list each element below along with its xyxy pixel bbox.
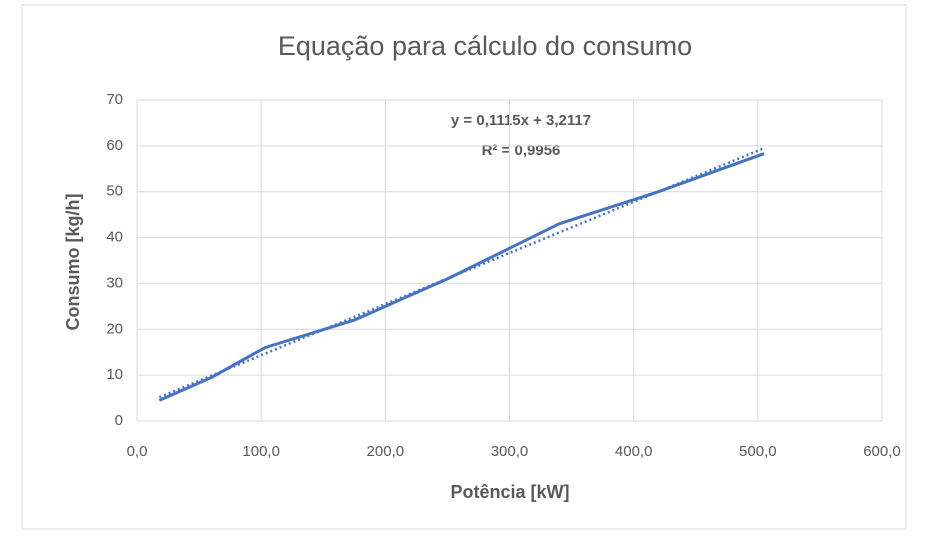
y-tick-label: 60 xyxy=(106,137,123,154)
y-tick-label: 10 xyxy=(106,366,123,383)
y-tick-label: 20 xyxy=(106,320,123,337)
y-tick-label: 0 xyxy=(115,412,123,429)
x-tick-label: 500,0 xyxy=(739,443,777,460)
x-tick-label: 400,0 xyxy=(615,443,653,460)
y-tick-label: 50 xyxy=(106,183,123,200)
y-tick-label: 30 xyxy=(106,274,123,291)
y-tick-label: 40 xyxy=(106,229,123,246)
chart-frame xyxy=(21,4,907,530)
x-tick-label: 200,0 xyxy=(367,443,405,460)
data-line xyxy=(158,152,765,402)
chart-title: Equação para cálculo do consumo xyxy=(278,31,692,61)
x-axis-title: Potência [kW] xyxy=(450,482,569,502)
x-tick-label: 600,0 xyxy=(863,443,901,460)
y-tick-label: 70 xyxy=(106,91,123,108)
equation-label: y = 0,1115x + 3,2117 xyxy=(451,112,591,129)
y-axis-title: Consumo [kg/h] xyxy=(63,194,83,331)
x-tick-label: 300,0 xyxy=(491,443,529,460)
x-tick-label: 0,0 xyxy=(127,443,148,460)
r-squared-label: R² = 0,9956 xyxy=(482,142,561,159)
x-tick-label: 100,0 xyxy=(242,443,280,460)
